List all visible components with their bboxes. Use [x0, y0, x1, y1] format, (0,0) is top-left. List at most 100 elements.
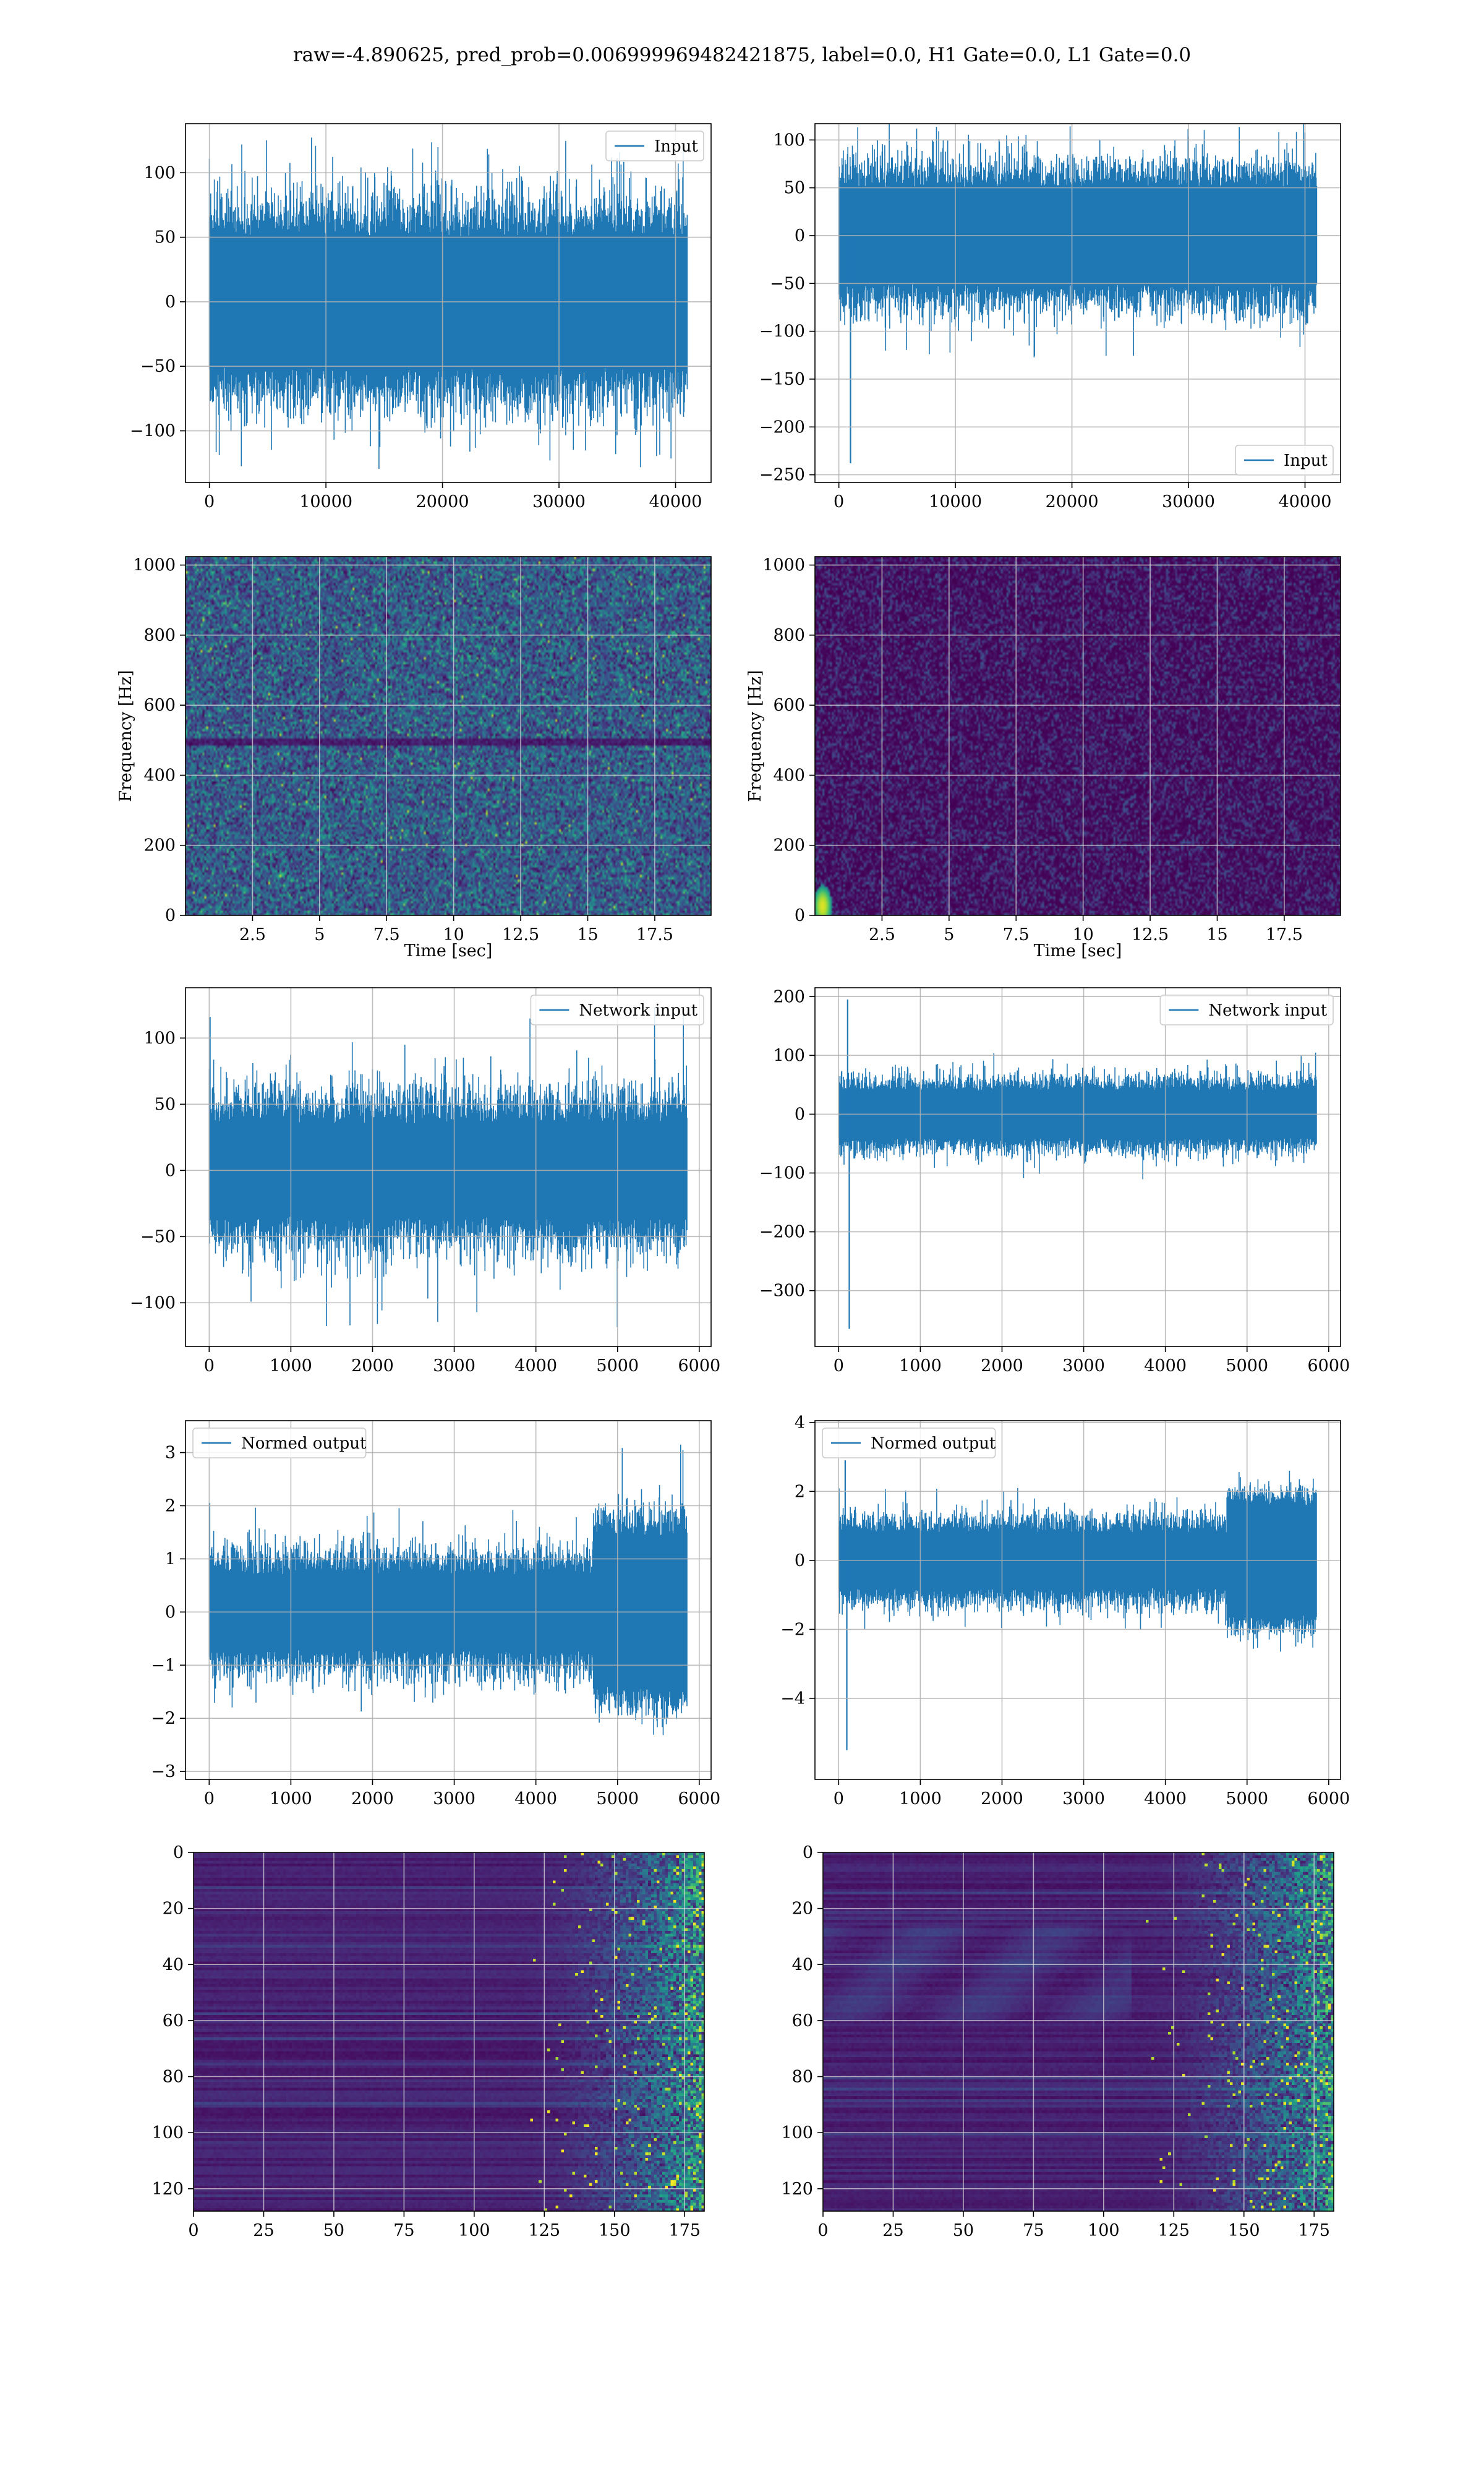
y-tick-label-4: 80 [163, 2068, 184, 2087]
x-tick-label-1: 1000 [270, 1356, 312, 1376]
legend-frame [192, 1427, 367, 1458]
x-tick-label-7: 175 [668, 2221, 701, 2240]
y-tick-label-0: −250 [759, 466, 805, 485]
x-tick-label-3: 3000 [1062, 1789, 1105, 1808]
subplot-l1-spectrogram: 2.5 5 7.5 10 12.5 15 17.5 0 200 400 600 800 1000 Time… [746, 556, 1341, 961]
subplot-l1-normed-output: 0 1000 2000 3000 4000 5000 6000 −4 −2 0 2 4 Normed o… [780, 1413, 1350, 1808]
y-tick-label-4: 800 [773, 626, 805, 645]
x-axis-label: Time [sec] [404, 941, 493, 961]
x-tick-label-1: 1000 [270, 1789, 312, 1808]
subplot-l1-feature-map: 0 25 50 75 100 125 150 175 0 20 40 60 80 100 120 [781, 1843, 1334, 2240]
x-tick-label-0: 0 [834, 1789, 844, 1808]
y-tick-label-0: 0 [803, 1843, 813, 1862]
x-tick-label-5: 125 [529, 2221, 561, 2240]
legend: Network input [530, 995, 704, 1025]
y-tick-label-1: −2 [780, 1620, 805, 1639]
x-tick-label-4: 40000 [649, 492, 702, 511]
axes-frame [185, 123, 712, 483]
legend: Input [605, 131, 704, 161]
y-tick-label-3: −100 [759, 322, 805, 341]
subplot-h1-input: 0 10000 20000 30000 40000 −100 −50 0 50 100 Input [130, 123, 712, 511]
axes-frame [185, 556, 712, 916]
y-tick-label-5: 200 [773, 987, 805, 1006]
plot-area [815, 557, 1341, 915]
x-tick-label-3: 3000 [1062, 1356, 1105, 1376]
y-tick-label-1: 200 [143, 836, 176, 855]
x-tick-label-6: 150 [1228, 2221, 1260, 2240]
x-tick-label-2: 2000 [981, 1789, 1023, 1808]
x-tick-label-0: 0 [834, 492, 844, 511]
y-tick-label-3: 0 [165, 1603, 176, 1622]
y-tick-label-4: 1 [165, 1549, 176, 1569]
x-tick-label-5: 5000 [596, 1789, 639, 1808]
x-tick-label-0: 0 [817, 2221, 828, 2240]
y-tick-label-5: 2 [165, 1496, 176, 1515]
x-tick-label-4: 100 [458, 2221, 490, 2240]
x-tick-label-0: 0 [834, 1356, 844, 1376]
heatmap-image [815, 557, 1341, 915]
x-tick-label-6: 17.5 [1266, 925, 1303, 944]
x-tick-label-4: 4000 [1144, 1356, 1187, 1376]
x-tick-label-2: 50 [953, 2221, 974, 2240]
y-tick-label-0: 0 [173, 1843, 184, 1862]
x-tick-label-3: 75 [1023, 2221, 1044, 2240]
y-tick-label-5: 0 [795, 226, 805, 246]
x-tick-label-4: 40000 [1279, 492, 1332, 511]
plot-area [186, 557, 711, 915]
x-tick-label-5: 5000 [596, 1356, 639, 1376]
subplot-h1-normed-output: 0 1000 2000 3000 4000 5000 6000 −3 −2 −1 0 1 2 3 Norme… [151, 1420, 720, 1808]
axes-frame [814, 987, 1341, 1347]
y-tick-label-3: 2 [795, 1482, 805, 1501]
subplot-grid: 0 10000 20000 30000 40000−100−50050100Input0… [116, 123, 1350, 2240]
y-tick-label-0: −300 [759, 1282, 805, 1301]
legend-entry: Input [654, 137, 698, 156]
y-tick-label-0: −100 [130, 1293, 176, 1312]
legend-frame [605, 131, 704, 161]
heatmap-image [194, 1852, 704, 2211]
y-tick-label-5: 100 [781, 2123, 813, 2142]
x-tick-label-6: 6000 [1307, 1789, 1350, 1808]
x-tick-label-4: 4000 [1144, 1789, 1187, 1808]
plot-area [186, 988, 711, 1346]
y-tick-label-5: 100 [151, 2123, 184, 2142]
y-tick-label-3: 50 [155, 228, 176, 247]
x-tick-label-1: 1000 [899, 1789, 942, 1808]
axes-frame [814, 1420, 1341, 1780]
y-tick-label-6: 120 [781, 2180, 813, 2199]
legend-entry: Normed output [241, 1434, 367, 1453]
x-tick-label-3: 3000 [433, 1356, 475, 1376]
y-tick-label-3: 600 [143, 696, 176, 715]
y-tick-label-1: 200 [773, 836, 805, 855]
y-tick-label-2: 0 [165, 293, 176, 312]
y-tick-label-4: 100 [143, 1029, 176, 1048]
x-tick-label-5: 15 [1206, 925, 1227, 944]
y-tick-label-1: −50 [140, 1227, 176, 1246]
axes-frame [185, 1420, 712, 1780]
axes-frame [185, 987, 712, 1347]
y-tick-label-2: 0 [795, 1551, 805, 1570]
y-tick-label-1: 20 [792, 1899, 813, 1919]
x-tick-label-3: 10 [1072, 925, 1093, 944]
legend-frame [530, 995, 704, 1025]
axes-frame [814, 123, 1341, 483]
y-tick-label-2: 400 [773, 766, 805, 785]
x-tick-label-1: 5 [314, 925, 325, 944]
subplot-h1-feature-map: 0 25 50 75 100 125 150 175 0 20 40 60 80 100 120 [151, 1843, 705, 2240]
y-tick-label-1: −200 [759, 417, 805, 437]
x-tick-label-6: 6000 [1307, 1356, 1350, 1376]
x-tick-label-3: 30000 [1162, 492, 1215, 511]
y-tick-label-4: 100 [143, 163, 176, 182]
subplot-l1-network-input: 0 1000 2000 3000 4000 5000 6000 −300 −200 −100 0 10… [759, 987, 1350, 1376]
x-tick-label-0: 0 [204, 1789, 215, 1808]
y-tick-label-0: 0 [795, 906, 805, 925]
x-tick-label-2: 50 [323, 2221, 344, 2240]
y-tick-label-1: −50 [140, 357, 176, 376]
x-tick-label-3: 75 [393, 2221, 414, 2240]
axes-frame [822, 1852, 1334, 2212]
x-tick-label-4: 12.5 [1132, 925, 1169, 944]
x-tick-label-6: 17.5 [636, 925, 673, 944]
x-tick-label-0: 2.5 [869, 925, 895, 944]
heatmap-image [823, 1852, 1334, 2211]
y-tick-label-2: −100 [759, 1164, 805, 1183]
